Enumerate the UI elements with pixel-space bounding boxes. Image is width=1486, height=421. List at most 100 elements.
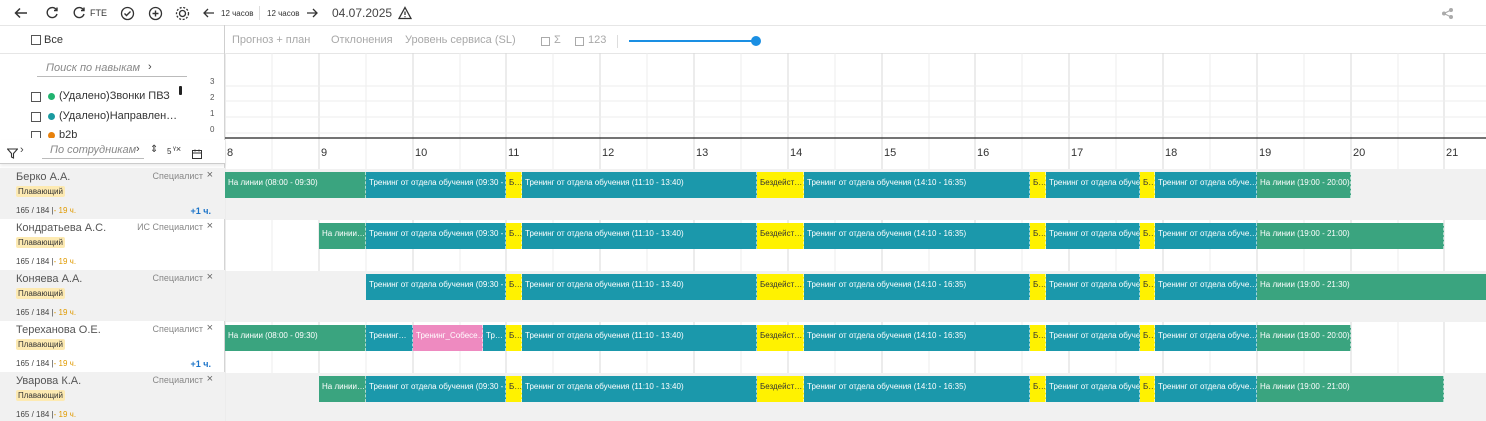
back-icon[interactable]	[14, 3, 28, 23]
add-circle-icon[interactable]	[148, 3, 163, 23]
schedule-block[interactable]: На линии…	[319, 376, 366, 402]
schedule-block[interactable]: Тренинг от отдела обучения (14:10 - 16:3…	[804, 172, 1030, 198]
schedule-block[interactable]: Тренинг от отдела обучения (14:10 - 16:3…	[804, 274, 1030, 300]
select-all-checkbox[interactable]	[31, 35, 41, 45]
schedule-block[interactable]: Б…	[506, 223, 522, 249]
tab-service-level[interactable]: Уровень сервиса (SL)	[405, 34, 516, 46]
employee-name[interactable]: Кондратьева А.С.	[16, 222, 107, 234]
schedule-block[interactable]: На линии (19:00 - 20:00)	[1257, 172, 1351, 198]
tab-deviations[interactable]: Отклонения	[331, 34, 393, 46]
schedule-block[interactable]: Тренинг…	[366, 325, 413, 351]
schedule-block[interactable]: На линии (19:00 - 21:00)	[1257, 376, 1444, 402]
schedule-block[interactable]: Тренинг_Собесе…	[413, 325, 483, 351]
remove-icon[interactable]: ×	[206, 322, 213, 334]
schedule-block[interactable]: Тренинг от отдела обуче…	[1046, 274, 1140, 300]
schedule-block[interactable]: Б…	[1030, 325, 1046, 351]
employee-name[interactable]: Берко А.А.	[16, 171, 71, 183]
filter-funnel-icon[interactable]	[6, 146, 19, 164]
employee-row[interactable]: Тереханова О.Е. Специалист × Плавающий 1…	[0, 321, 225, 372]
employee-row[interactable]: Берко А.А. Специалист × Плавающий 165 / …	[0, 168, 225, 219]
schedule-block[interactable]: Б…	[506, 325, 522, 351]
warning-icon[interactable]	[398, 3, 412, 23]
schedule-block[interactable]: Б…	[506, 376, 522, 402]
employee-name[interactable]: Уварова К.А.	[16, 375, 82, 387]
schedule-block[interactable]: Б…	[1140, 376, 1155, 402]
schedule-block[interactable]: Б…	[1030, 376, 1046, 402]
skill-checkbox-3[interactable]	[31, 131, 41, 138]
schedule-block[interactable]: Тренинг от отдела обучения (14:10 - 16:3…	[804, 376, 1030, 402]
schedule-block[interactable]: Б…	[1030, 223, 1046, 249]
next-period-button[interactable]: 12 часов	[267, 3, 318, 23]
zoom-slider-handle[interactable]	[751, 36, 761, 46]
prev-period-button[interactable]: 12 часов	[203, 3, 254, 23]
employee-row[interactable]: Уварова К.А. Специалист × Плавающий 165 …	[0, 372, 225, 421]
refresh-icon[interactable]	[45, 3, 59, 23]
skill-checkbox-1[interactable]	[31, 92, 41, 102]
employee-name[interactable]: Тереханова О.Е.	[16, 324, 101, 336]
settings-gear-icon[interactable]	[175, 3, 190, 23]
fte-button[interactable]: FTE	[72, 3, 107, 23]
employee-row[interactable]: Коняева А.А. Специалист × Плавающий 165 …	[0, 270, 225, 321]
remove-icon[interactable]: ×	[206, 373, 213, 385]
schedule-block[interactable]: Бездейст…	[757, 223, 804, 249]
schedule-block[interactable]: Б…	[1140, 223, 1155, 249]
schedule-block[interactable]: Тренинг от отдела обуче…	[1155, 172, 1257, 198]
schedule-block[interactable]: Тренинг от отдела обучения (11:10 - 13:4…	[522, 223, 757, 249]
calendar-icon[interactable]	[192, 146, 202, 164]
schedule-block[interactable]: Б…	[1140, 325, 1155, 351]
schedule-block[interactable]: Б…	[1030, 274, 1046, 300]
sum-checkbox[interactable]	[541, 37, 550, 46]
schedule-block[interactable]: Б…	[506, 172, 522, 198]
clear-filter-icon[interactable]: ᵞ×	[173, 144, 182, 154]
schedule-block[interactable]: Тренинг от отдела обуче…	[1046, 376, 1140, 402]
schedule-block[interactable]: Тренинг от отдела обучения (11:10 - 13:4…	[522, 274, 757, 300]
schedule-block[interactable]: Б…	[1030, 172, 1046, 198]
schedule-block[interactable]: Тренинг от отдела обуче…	[1155, 223, 1257, 249]
check-circle-icon[interactable]	[120, 3, 135, 23]
schedule-block[interactable]: На линии (19:00 - 20:00)	[1257, 325, 1351, 351]
remove-icon[interactable]: ×	[206, 169, 213, 181]
schedule-block[interactable]: Б…	[1140, 172, 1155, 198]
schedule-block[interactable]: Тренинг от отдела обучения (11:10 - 13:4…	[522, 172, 757, 198]
schedule-block[interactable]: Б…	[506, 274, 522, 300]
schedule-block[interactable]: Тренинг от отдела обуче…	[1046, 325, 1140, 351]
chevron-right-icon[interactable]: ›	[20, 144, 24, 156]
skill-search-input[interactable]: Поиск по навыкам ›	[37, 61, 187, 77]
remove-icon[interactable]: ×	[206, 271, 213, 283]
employee-search-input[interactable]: По сотрудникам ›	[42, 143, 144, 159]
schedule-block[interactable]: Тренинг от отдела обуче…	[1155, 376, 1257, 402]
schedule-block[interactable]: Тренинг от отдела обучения (09:30 - …	[366, 274, 506, 300]
skill-checkbox-2[interactable]	[31, 112, 41, 122]
schedule-block[interactable]: Тренинг от отдела обуче…	[1046, 223, 1140, 249]
employee-row[interactable]: Кондратьева А.С. ИС Специалист × Плавающ…	[0, 219, 225, 270]
share-icon[interactable]	[1441, 3, 1454, 23]
skills-scrollbar[interactable]	[179, 86, 182, 95]
schedule-block[interactable]: Бездейст…	[757, 376, 804, 402]
employee-name[interactable]: Коняева А.А.	[16, 273, 83, 285]
schedule-block[interactable]: Тренинг от отдела обучения (11:10 - 13:4…	[522, 325, 757, 351]
schedule-block[interactable]: Тр…	[483, 325, 506, 351]
schedule-block[interactable]: Тренинг от отдела обуче…	[1046, 172, 1140, 198]
schedule-block[interactable]: Бездейст…	[757, 325, 804, 351]
numbers-checkbox[interactable]	[575, 37, 584, 46]
schedule-block[interactable]: На линии (19:00 - 21:30)	[1257, 274, 1486, 300]
schedule-block[interactable]: Тренинг от отдела обучения (14:10 - 16:3…	[804, 325, 1030, 351]
schedule-block[interactable]: Бездейст…	[757, 274, 804, 300]
schedule-block[interactable]: Тренинг от отдела обучения (14:10 - 16:3…	[804, 223, 1030, 249]
schedule-block[interactable]: Тренинг от отдела обучения (09:30 - …	[366, 376, 506, 402]
schedule-block[interactable]: На линии (19:00 - 21:00)	[1257, 223, 1444, 249]
schedule-block[interactable]: Тренинг от отдела обучения (09:30 - …	[366, 172, 506, 198]
date-picker[interactable]: 04.07.2025	[332, 6, 393, 20]
schedule-block[interactable]: Тренинг от отдела обучения (09:30 - …	[366, 223, 506, 249]
schedule-block[interactable]: Бездейст…	[757, 172, 804, 198]
schedule-block[interactable]: На линии (08:00 - 09:30)	[225, 325, 366, 351]
sort-icon[interactable]: ⇕	[150, 144, 159, 155]
schedule-block[interactable]: Тренинг от отдела обуче…	[1155, 274, 1257, 300]
schedule-block[interactable]: Тренинг от отдела обучения (11:10 - 13:4…	[522, 376, 757, 402]
schedule-block[interactable]: Б…	[1140, 274, 1155, 300]
schedule-block[interactable]: Тренинг от отдела обуче…	[1155, 325, 1257, 351]
tab-forecast-plan[interactable]: Прогноз + план	[232, 34, 311, 46]
schedule-block[interactable]: На линии…	[319, 223, 366, 249]
zoom-slider-track[interactable]	[629, 40, 756, 42]
schedule-block[interactable]: На линии (08:00 - 09:30)	[225, 172, 366, 198]
